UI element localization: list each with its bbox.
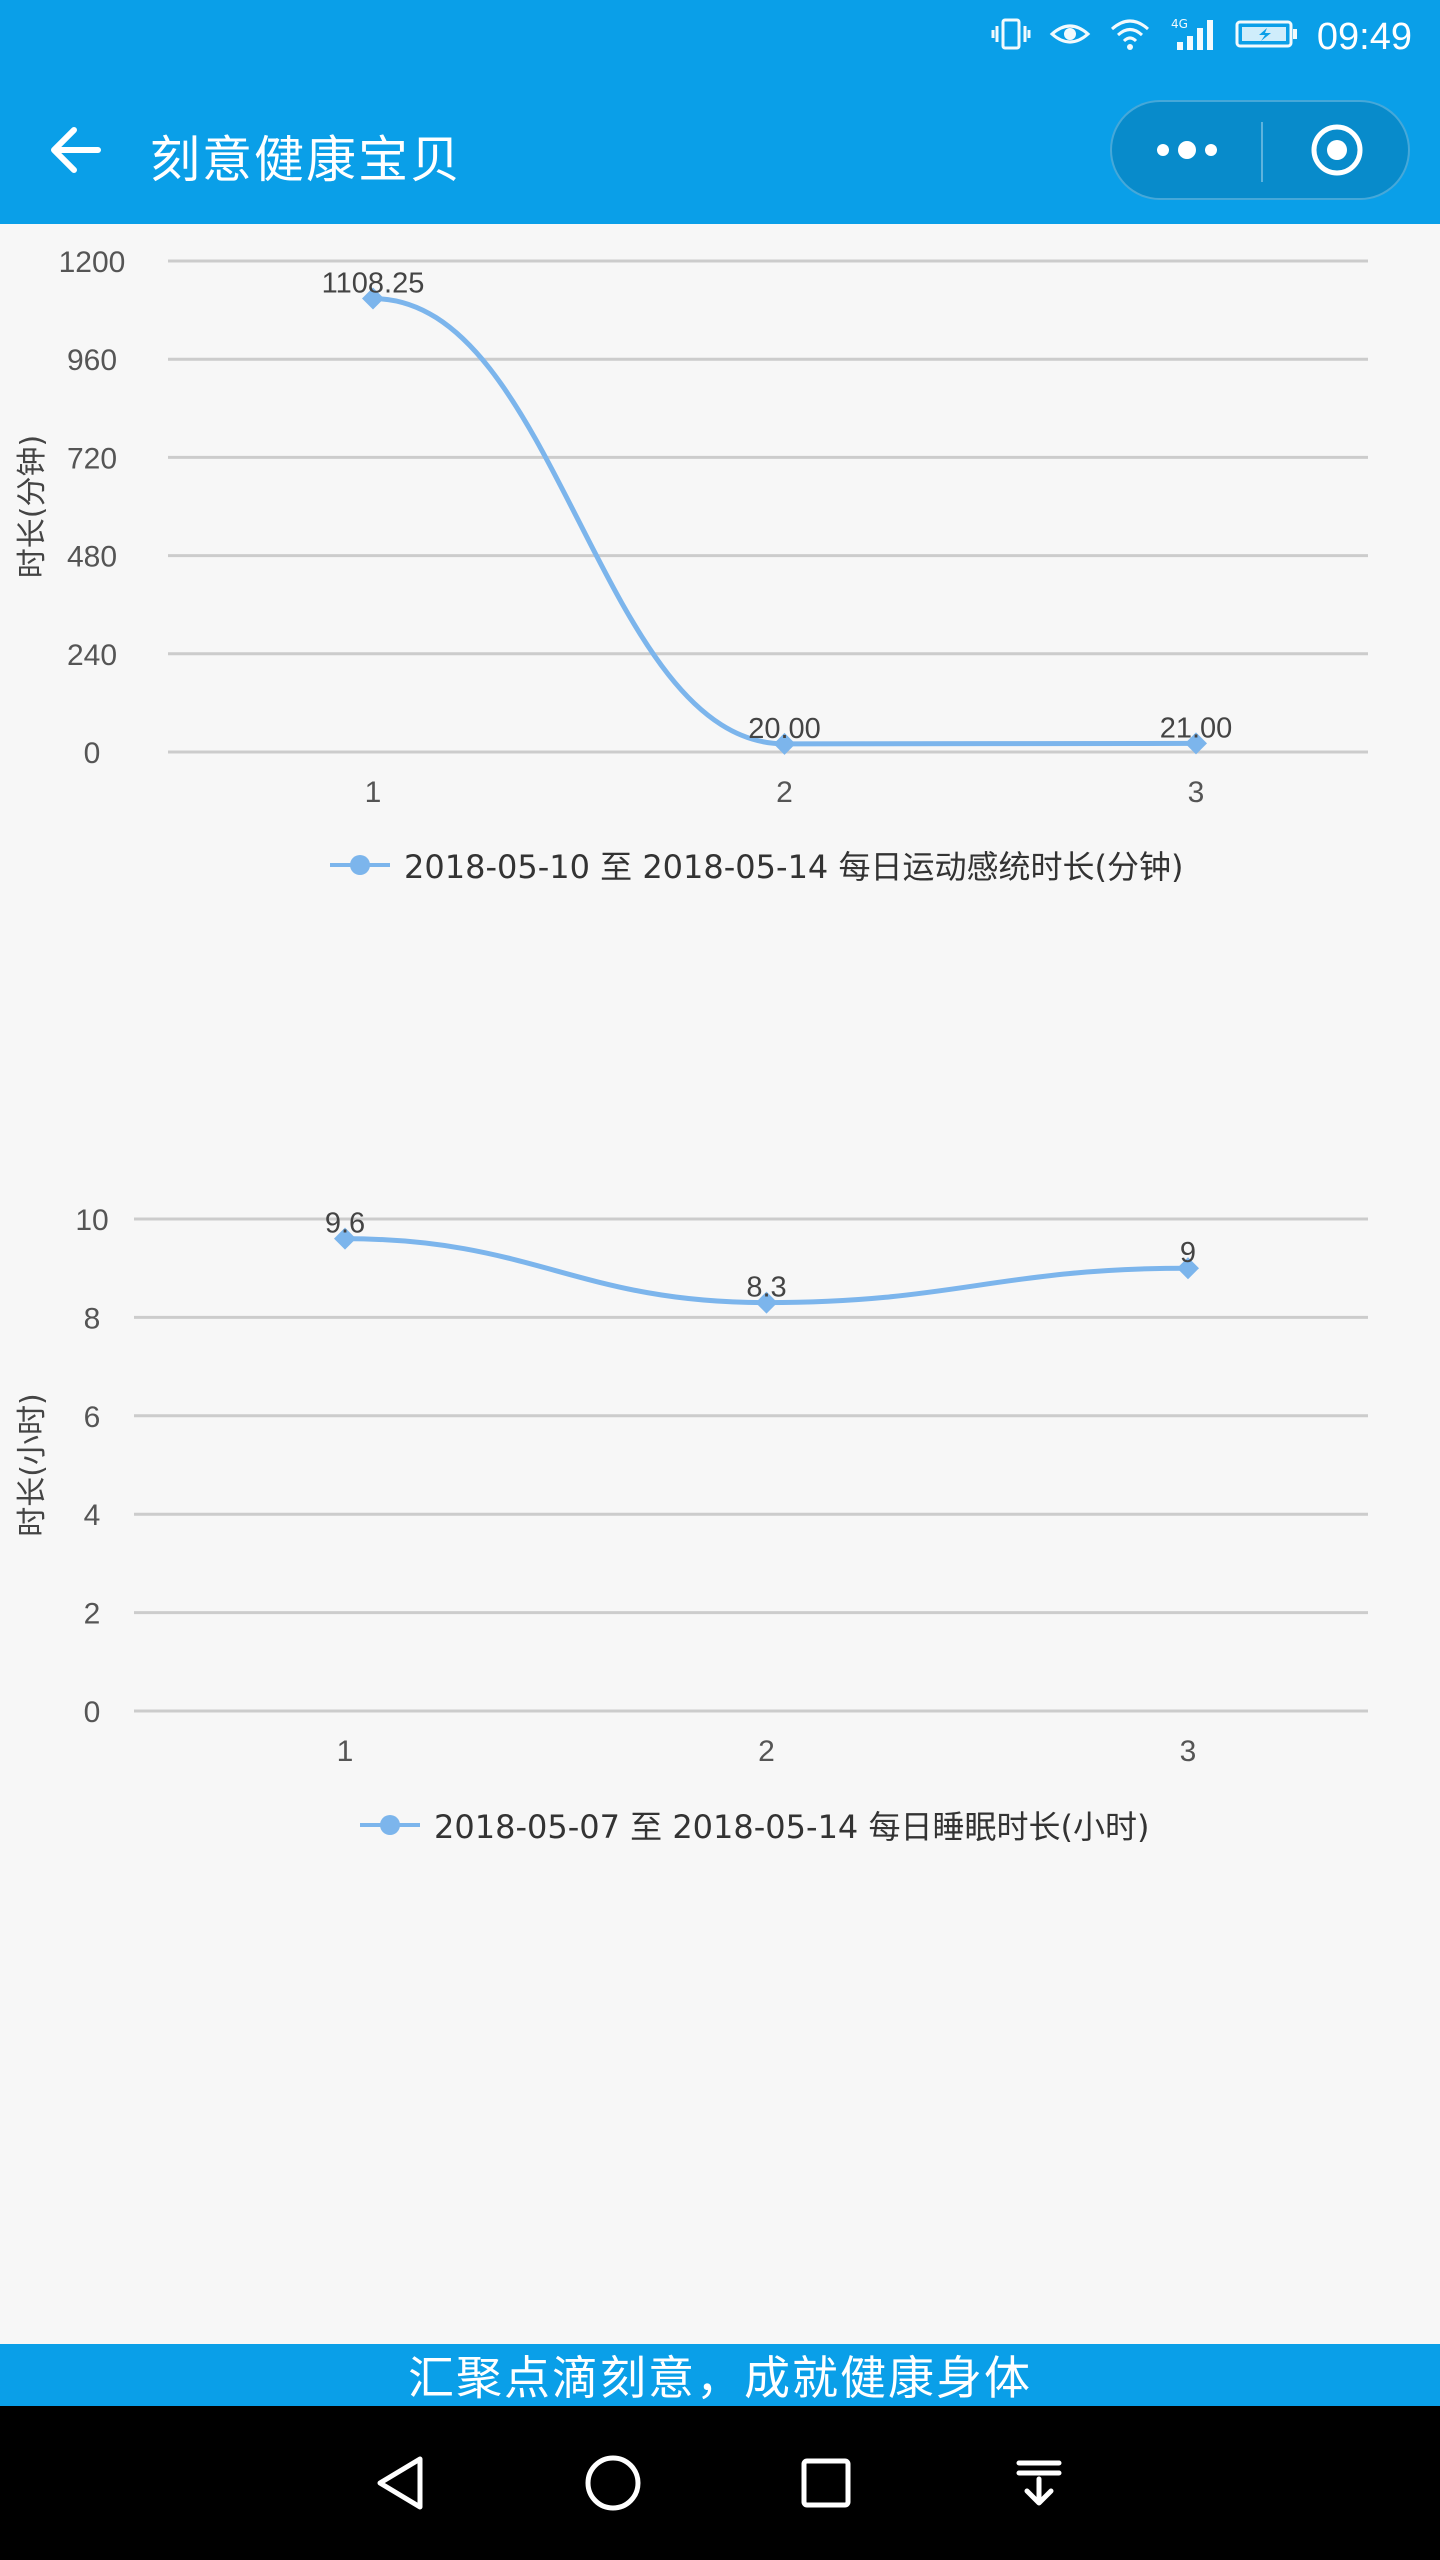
y-tick-label: 720 (67, 442, 117, 475)
chart-legend[interactable]: 2018-05-07 至 2018-05-14 每日睡眠时长(小时) (358, 1802, 1149, 1848)
more-dots-icon (1157, 141, 1217, 159)
data-point-marker (773, 732, 796, 755)
legend-line-marker (328, 851, 392, 879)
recents-square-icon (801, 2458, 851, 2508)
eye-comfort-icon (1049, 18, 1091, 56)
legend-label: 2018-05-07 至 2018-05-14 每日睡眠时长(小时) (434, 1808, 1150, 1846)
vibrate-icon (991, 16, 1031, 58)
wifi-icon (1109, 17, 1151, 57)
capsule-divider (1261, 122, 1263, 182)
x-tick-label: 3 (1188, 776, 1205, 809)
system-notification-button[interactable] (999, 2443, 1079, 2523)
series-line (372, 296, 1197, 747)
back-button[interactable] (40, 114, 112, 186)
data-label: 20.00 (748, 713, 821, 745)
status-bar: 4G 09:49 (0, 0, 1440, 74)
mini-program-capsule (1110, 100, 1410, 200)
y-tick-label: 240 (67, 639, 117, 672)
data-point-marker (1185, 732, 1207, 755)
y-tick-label: 10 (75, 1204, 108, 1237)
x-tick-label: 2 (776, 776, 793, 809)
data-label: 21.00 (1160, 712, 1233, 744)
x-tick-label: 1 (337, 1735, 354, 1768)
target-close-icon (1311, 124, 1363, 176)
exercise-duration-chart: 0 240 480 720 960 1200 1 2 3 时长(分钟) 1108.25 20.00 21… (0, 224, 1440, 924)
x-tick-label: 1 (365, 776, 382, 809)
y-tick-label: 2 (84, 1598, 101, 1631)
slogan-banner: 汇聚点滴刻意，成就健康身体 (0, 2344, 1440, 2406)
sleep-duration-chart: 0 2 4 6 8 10 1 2 3 时长(小时) 9.6 8.3 9 2018-05-07 至 201… (0, 1184, 1440, 1884)
system-recents-button[interactable] (786, 2443, 866, 2523)
system-navigation-bar (0, 2406, 1440, 2560)
data-point-marker (334, 1227, 356, 1250)
data-label: 1108.25 (322, 268, 425, 300)
y-tick-label: 8 (84, 1302, 101, 1335)
y-axis-title: 时长(小时) (15, 1393, 50, 1536)
system-back-button[interactable] (360, 2443, 440, 2523)
x-tick-label: 2 (758, 1735, 775, 1768)
y-tick-label: 480 (67, 541, 117, 574)
clock-time: 09:49 (1316, 15, 1412, 58)
signal-4g-icon: 4G (1169, 16, 1217, 58)
y-tick-label: 0 (84, 737, 101, 770)
x-tick-label: 3 (1180, 1735, 1197, 1768)
data-label: 9 (1180, 1237, 1196, 1269)
data-point-marker (755, 1291, 778, 1314)
y-tick-label: 0 (84, 1696, 101, 1729)
system-home-button[interactable] (573, 2443, 653, 2523)
data-point-marker (362, 287, 384, 310)
title-bar: 刻意健康宝贝 (0, 74, 1440, 224)
y-tick-label: 4 (84, 1499, 101, 1532)
exercise-chart-svg: 0 240 480 720 960 1200 1 2 3 时长(分钟) 1108.25 20.00 21… (15, 246, 1368, 809)
data-point-marker (1177, 1257, 1199, 1280)
y-tick-label: 960 (67, 344, 117, 377)
close-button[interactable] (1262, 102, 1412, 198)
y-axis-title: 时长(分钟) (15, 435, 50, 578)
legend-label: 2018-05-10 至 2018-05-14 每日运动感统时长(分钟) (404, 848, 1184, 886)
data-label: 9.6 (325, 1208, 365, 1240)
data-label: 8.3 (746, 1272, 786, 1304)
battery-charging-icon (1235, 18, 1299, 56)
legend-line-marker (358, 1811, 422, 1839)
y-tick-label: 1200 (59, 246, 126, 279)
back-triangle-icon (377, 2456, 423, 2510)
home-circle-icon (585, 2455, 641, 2511)
notification-pulldown-icon (1016, 2460, 1062, 2506)
network-type-label: 4G (1171, 17, 1188, 31)
page-title: 刻意健康宝贝 (150, 131, 462, 189)
arrow-left-icon (51, 127, 101, 173)
chart-legend[interactable]: 2018-05-10 至 2018-05-14 每日运动感统时长(分钟) (328, 842, 1183, 888)
y-tick-label: 6 (84, 1401, 101, 1434)
more-button[interactable] (1112, 102, 1262, 198)
